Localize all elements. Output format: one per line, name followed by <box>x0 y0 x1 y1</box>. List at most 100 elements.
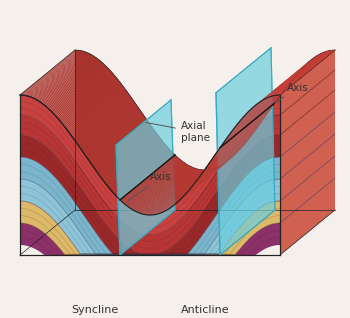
Polygon shape <box>176 157 232 203</box>
Polygon shape <box>256 59 312 105</box>
Polygon shape <box>90 118 146 164</box>
Polygon shape <box>237 78 293 124</box>
Polygon shape <box>258 58 314 103</box>
Polygon shape <box>78 100 134 147</box>
Polygon shape <box>239 76 295 122</box>
Polygon shape <box>200 130 256 176</box>
Polygon shape <box>135 166 191 211</box>
Polygon shape <box>261 56 317 101</box>
Polygon shape <box>216 108 272 154</box>
Polygon shape <box>77 99 133 145</box>
Polygon shape <box>213 112 269 158</box>
Polygon shape <box>23 50 78 95</box>
Polygon shape <box>102 134 158 180</box>
Polygon shape <box>261 56 317 101</box>
Polygon shape <box>46 62 102 107</box>
Polygon shape <box>185 149 241 195</box>
Polygon shape <box>269 52 324 97</box>
Polygon shape <box>145 169 201 215</box>
Polygon shape <box>129 162 184 208</box>
Polygon shape <box>185 149 241 195</box>
Text: Syncline: Syncline <box>71 305 119 315</box>
Polygon shape <box>160 168 216 213</box>
Polygon shape <box>99 130 155 176</box>
Polygon shape <box>150 170 206 215</box>
Polygon shape <box>115 149 171 196</box>
Polygon shape <box>159 168 215 214</box>
Polygon shape <box>237 79 292 125</box>
Polygon shape <box>183 151 238 197</box>
Polygon shape <box>201 129 257 175</box>
Polygon shape <box>279 50 335 95</box>
Polygon shape <box>269 52 324 97</box>
Polygon shape <box>184 149 240 196</box>
Polygon shape <box>41 58 97 103</box>
Polygon shape <box>79 101 135 148</box>
Polygon shape <box>124 158 179 204</box>
Polygon shape <box>250 65 306 111</box>
Polygon shape <box>142 169 198 214</box>
Polygon shape <box>125 160 181 205</box>
Polygon shape <box>53 68 109 114</box>
Polygon shape <box>233 84 289 130</box>
Polygon shape <box>189 145 245 190</box>
Polygon shape <box>221 100 277 147</box>
Polygon shape <box>187 147 243 193</box>
Polygon shape <box>149 170 205 215</box>
Polygon shape <box>166 165 222 211</box>
Polygon shape <box>87 113 143 159</box>
Polygon shape <box>139 168 195 213</box>
Polygon shape <box>255 60 311 106</box>
Polygon shape <box>222 99 278 145</box>
Polygon shape <box>25 51 81 96</box>
Polygon shape <box>146 170 202 215</box>
Polygon shape <box>98 129 154 175</box>
Polygon shape <box>215 109 271 155</box>
Polygon shape <box>84 108 139 154</box>
Polygon shape <box>77 98 132 144</box>
Polygon shape <box>64 81 120 128</box>
Polygon shape <box>103 135 159 181</box>
Polygon shape <box>152 170 208 215</box>
Polygon shape <box>276 50 331 95</box>
Polygon shape <box>224 95 280 142</box>
Polygon shape <box>144 169 200 215</box>
Polygon shape <box>208 119 264 165</box>
Polygon shape <box>204 124 260 170</box>
Polygon shape <box>167 164 223 210</box>
Polygon shape <box>158 169 213 214</box>
Polygon shape <box>223 98 279 144</box>
Polygon shape <box>257 58 313 104</box>
Polygon shape <box>117 152 173 198</box>
Polygon shape <box>153 170 209 215</box>
Polygon shape <box>190 143 245 190</box>
Polygon shape <box>74 94 130 140</box>
Polygon shape <box>254 61 310 107</box>
Polygon shape <box>236 80 292 126</box>
Polygon shape <box>210 115 266 162</box>
Polygon shape <box>254 61 310 107</box>
Polygon shape <box>266 53 322 98</box>
Polygon shape <box>183 150 239 197</box>
Polygon shape <box>121 156 177 202</box>
Polygon shape <box>192 140 248 186</box>
Polygon shape <box>111 146 167 192</box>
Polygon shape <box>251 64 306 110</box>
Polygon shape <box>237 78 293 124</box>
Polygon shape <box>166 165 222 211</box>
Polygon shape <box>163 166 219 212</box>
Polygon shape <box>216 108 272 154</box>
Polygon shape <box>217 107 272 153</box>
Polygon shape <box>142 169 198 214</box>
Polygon shape <box>250 65 306 111</box>
Polygon shape <box>118 153 174 199</box>
Polygon shape <box>104 136 159 182</box>
Polygon shape <box>245 69 301 115</box>
Polygon shape <box>155 169 211 215</box>
Polygon shape <box>159 168 215 214</box>
Polygon shape <box>180 154 236 200</box>
Polygon shape <box>86 112 142 158</box>
Polygon shape <box>144 169 200 214</box>
Polygon shape <box>205 123 261 169</box>
Polygon shape <box>256 59 312 105</box>
